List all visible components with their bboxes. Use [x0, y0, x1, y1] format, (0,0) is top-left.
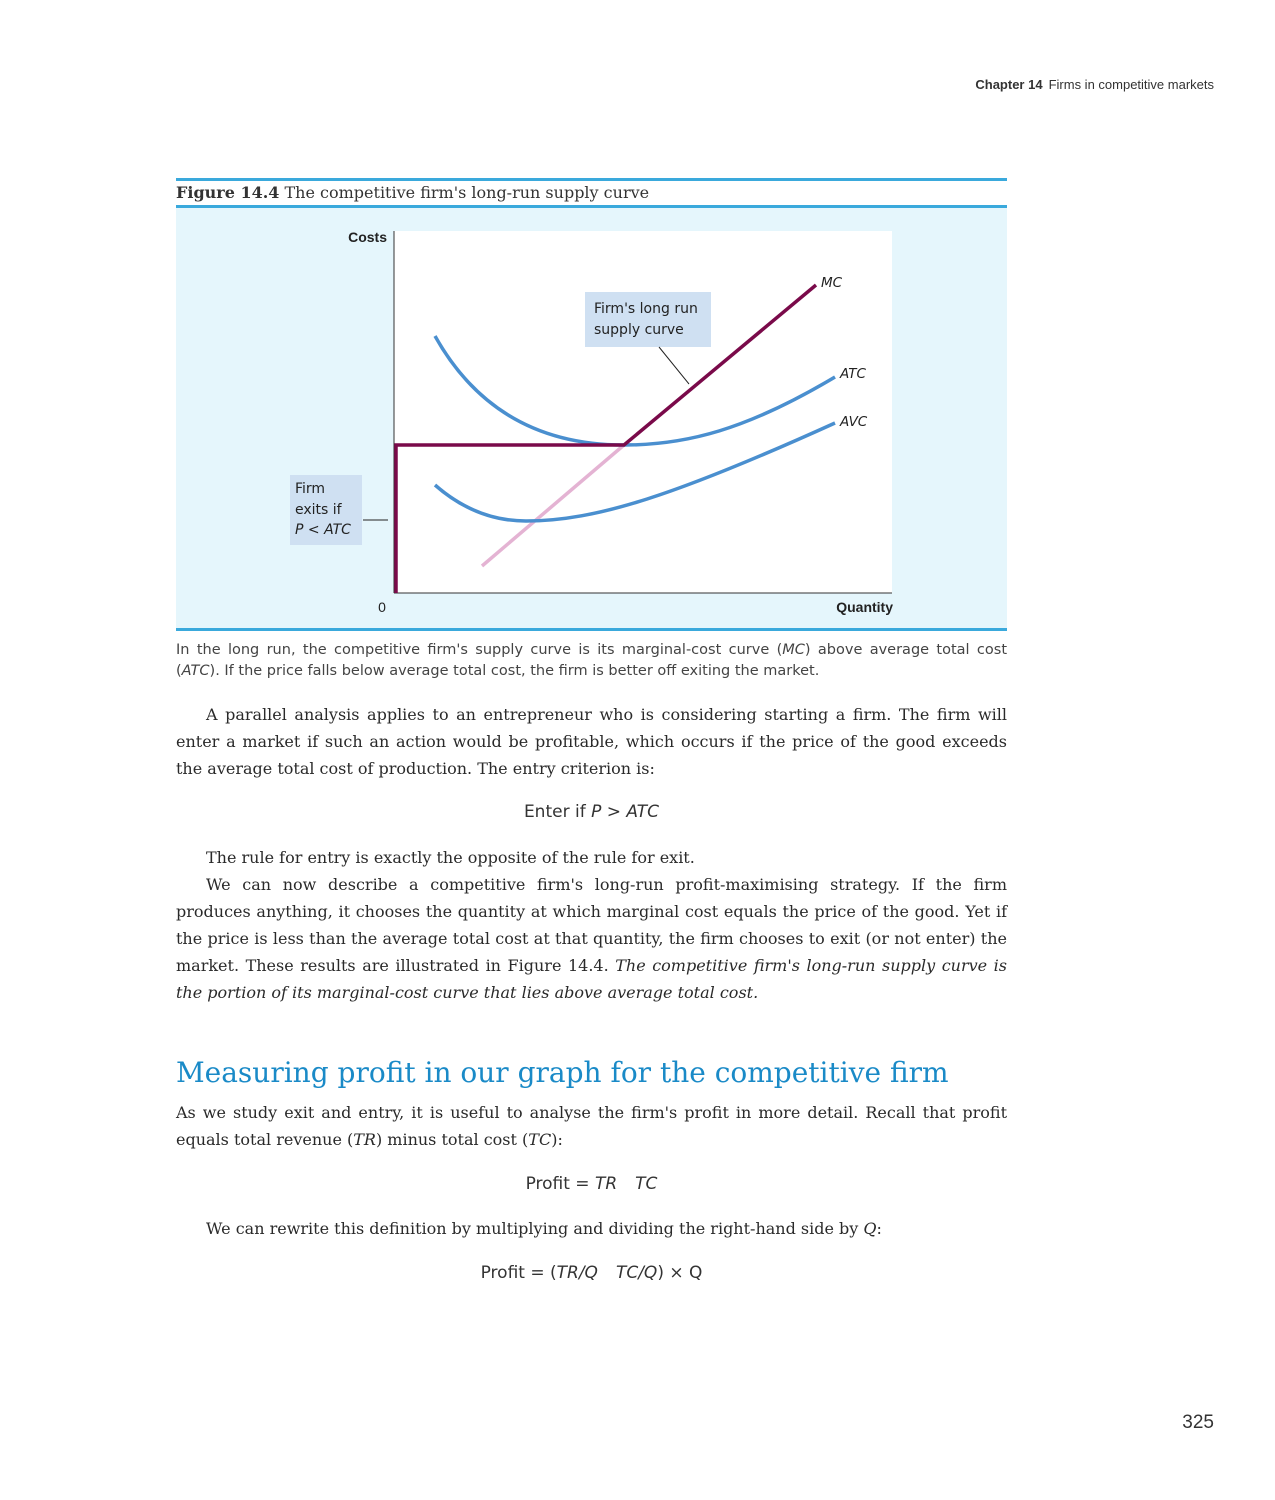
equation3-suffix: ) × Q [657, 1263, 703, 1283]
avc-curve [433, 421, 836, 523]
supply-callout-line1: Firm's long run [594, 301, 698, 317]
paragraph-strategy-emphasis: The competitive firm's long-run supply c… [176, 956, 1007, 1002]
para4-tc: TC [528, 1130, 552, 1149]
para4-text-a: As we study exit and entry, it is useful… [176, 1103, 1007, 1149]
atc-label: ATC [839, 366, 866, 382]
equation-profit: Profit = TR TC [176, 1174, 1007, 1194]
para5-text-b: : [876, 1219, 882, 1238]
para4-tr: TR [353, 1130, 376, 1149]
paragraph-strategy: We can now describe a competitive firm's… [176, 871, 1007, 1006]
caption-text-1: In the long run, the competitive firm's … [176, 642, 783, 658]
equation3-tcq: TC/Q [615, 1263, 658, 1283]
long-run-supply-curve [394, 283, 818, 593]
para5-q: Q [863, 1219, 877, 1238]
mc-curve-below-atc [480, 443, 626, 568]
plot-area [394, 231, 892, 593]
equation-profit-per-unit: Profit = (TR/Q TC/Q) × Q [176, 1263, 1007, 1283]
chapter-title: Firms in competitive markets [1048, 77, 1214, 92]
origin-label: 0 [378, 599, 386, 615]
figure-title: Figure 14.4 The competitive firm's long-… [176, 183, 1007, 205]
equation3-prefix: Profit = ( [480, 1263, 557, 1283]
paragraph-entry-analysis: A parallel analysis applies to an entrep… [176, 705, 1007, 778]
y-axis-label: Costs [348, 229, 387, 245]
para5-text-a: We can rewrite this definition by multip… [206, 1219, 864, 1238]
supply-callout-leader [658, 346, 690, 385]
running-header: Chapter 14 Firms in competitive markets [975, 77, 1214, 92]
exit-callout-line1: Firm [295, 481, 325, 497]
exit-callout-box [290, 475, 362, 545]
paragraph-rewrite: We can rewrite this definition by multip… [176, 1215, 1007, 1242]
figure-caption: In the long run, the competitive firm's … [176, 640, 1007, 682]
equation-profit-tc: TC [635, 1174, 658, 1194]
figure-top-rule [176, 178, 1007, 181]
page-number: 325 [1182, 1412, 1214, 1433]
caption-text-3: ). If the price falls below average tota… [209, 663, 820, 679]
long-run-supply-chart: Costs Quantity 0 MC ATC AVC Firm's long … [290, 229, 893, 615]
chapter-number: Chapter 14 [975, 77, 1043, 92]
mc-label: MC [821, 275, 843, 291]
equation3-trq: TR/Q [556, 1263, 598, 1283]
caption-atc: ATC [181, 663, 210, 679]
caption-text-2: ) above average total cost ( [176, 642, 1008, 679]
exit-callout-line3: P < ATC [295, 522, 351, 538]
equation-entry-math: P > ATC [591, 802, 660, 822]
paragraph-profit-definition: As we study exit and entry, it is useful… [176, 1099, 1007, 1153]
avc-label: AVC [839, 414, 868, 430]
exit-callout-line2: exits if [295, 502, 343, 518]
paragraph-strategy-text: We can now describe a competitive firm's… [176, 875, 1007, 975]
para4-text-c: ): [551, 1130, 563, 1149]
equation-entry-prefix: Enter if [523, 802, 592, 822]
caption-mc: MC [782, 642, 805, 658]
figure-title-text: The competitive firm's long-run supply c… [284, 183, 650, 202]
equation-profit-tr: TR [594, 1174, 618, 1194]
para4-text-b: ) minus total cost ( [375, 1130, 529, 1149]
equation-entry: Enter if P > ATC [176, 802, 1007, 822]
section-heading: Measuring profit in our graph for the co… [176, 1056, 949, 1089]
equation-profit-prefix: Profit = [525, 1174, 595, 1194]
paragraph-entry-rule: The rule for entry is exactly the opposi… [206, 848, 695, 867]
x-axis-label: Quantity [836, 599, 893, 615]
supply-callout-box [585, 292, 711, 347]
figure-number: Figure 14.4 [176, 183, 280, 202]
supply-callout-line2: supply curve [594, 322, 684, 338]
